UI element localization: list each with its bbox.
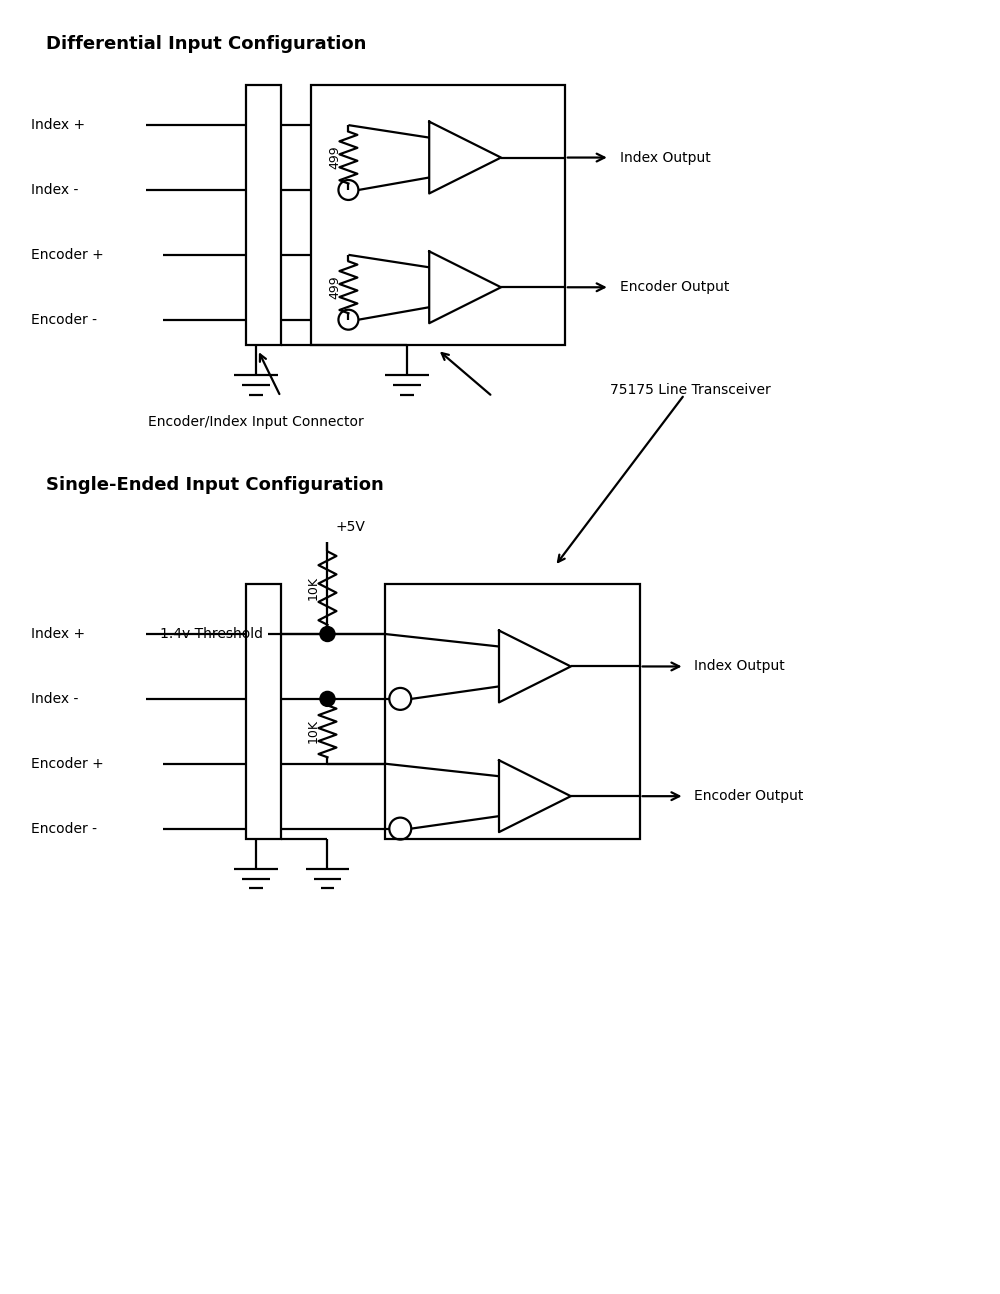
- Text: Index Output: Index Output: [620, 150, 710, 164]
- Text: Encoder +: Encoder +: [31, 757, 104, 771]
- Text: Index Output: Index Output: [694, 660, 785, 673]
- Text: Index -: Index -: [31, 182, 79, 197]
- Text: Index +: Index +: [31, 118, 85, 132]
- Bar: [311, 85, 565, 344]
- Text: Single-Ended Input Configuration: Single-Ended Input Configuration: [46, 476, 384, 494]
- Circle shape: [320, 626, 335, 642]
- Text: 10K: 10K: [307, 719, 320, 743]
- Text: +5V: +5V: [335, 520, 365, 534]
- Text: Encoder Output: Encoder Output: [620, 281, 729, 294]
- Text: 10K: 10K: [307, 576, 320, 600]
- Text: 75175 Line Transceiver: 75175 Line Transceiver: [610, 383, 770, 396]
- Text: Encoder -: Encoder -: [31, 313, 97, 326]
- Text: Index +: Index +: [31, 628, 85, 641]
- Bar: [246, 584, 281, 839]
- Text: Encoder -: Encoder -: [31, 822, 97, 836]
- Circle shape: [320, 691, 335, 707]
- Text: 1.4v Threshold: 1.4v Threshold: [160, 628, 263, 641]
- Text: Index -: Index -: [31, 692, 79, 707]
- Text: Encoder/Index Input Connector: Encoder/Index Input Connector: [148, 415, 364, 430]
- Text: 499: 499: [328, 146, 341, 170]
- Bar: [246, 85, 281, 344]
- Text: Differential Input Configuration: Differential Input Configuration: [46, 35, 367, 53]
- Bar: [385, 584, 640, 839]
- Text: Encoder Output: Encoder Output: [694, 789, 804, 804]
- Text: 499: 499: [328, 276, 341, 299]
- Text: Encoder +: Encoder +: [31, 248, 104, 261]
